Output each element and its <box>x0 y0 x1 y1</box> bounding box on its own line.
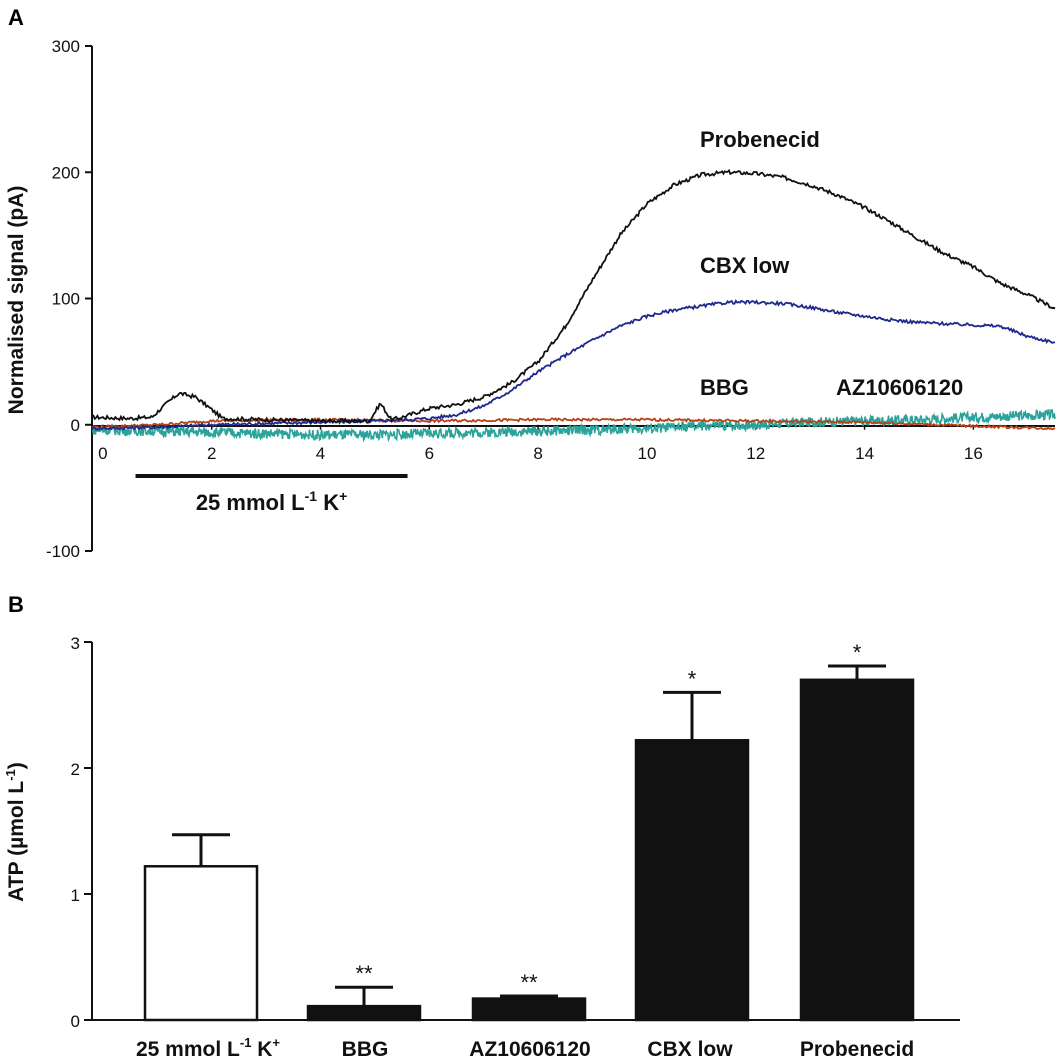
bar-probenecid <box>799 678 915 1022</box>
y-tick-label: 100 <box>52 290 80 309</box>
cat0-sup1: -1 <box>240 1035 252 1050</box>
category-label-cbx-low: CBX low <box>647 1038 733 1061</box>
series-label-probenecid: Probenecid <box>700 127 820 152</box>
x-tick-label: 0 <box>98 444 107 463</box>
category-label-az10606120: AZ10606120 <box>469 1038 590 1061</box>
x-tick-label: 12 <box>746 444 765 463</box>
significance-marker: * <box>853 640 862 665</box>
significance-marker: ** <box>520 970 538 995</box>
series-label-cbx-low: CBX low <box>700 253 790 278</box>
x-tick-label: 10 <box>637 444 656 463</box>
category-label-probenecid: Probenecid <box>800 1038 914 1061</box>
panel-b-y-ticks: 3 2 1 0 <box>71 634 92 1031</box>
bar-bbg <box>306 1004 422 1022</box>
y-tick-label: 1 <box>71 886 80 905</box>
x-tick-label: 6 <box>425 444 434 463</box>
trace-cbx-low <box>91 299 1056 431</box>
significance-marker: * <box>688 666 697 691</box>
y-tick-label: 3 <box>71 634 80 653</box>
panel-b-y-axis-label: ATP (µmol L-1) <box>3 762 28 902</box>
panel-b-y-label-sup: -1 <box>3 769 18 781</box>
panel-b-bars: ** **** <box>143 640 915 1022</box>
x-tick-label: 14 <box>855 444 874 463</box>
y-tick-label: 200 <box>52 163 80 182</box>
trace-bbg <box>91 416 1056 431</box>
stimulus-label-main: 25 mmol L <box>196 490 305 515</box>
bar-25-mmol-l-1-k <box>143 865 259 1022</box>
cat0-main: 25 mmol L <box>136 1038 240 1061</box>
y-tick-label: 2 <box>71 760 80 779</box>
stimulus-label-k: K <box>317 490 339 515</box>
x-tick-label: 2 <box>207 444 216 463</box>
x-tick-label: 16 <box>964 444 983 463</box>
series-label-bbg: BBG <box>700 375 749 400</box>
significance-marker: ** <box>355 961 373 986</box>
stimulus-label-sup1: -1 <box>305 488 318 504</box>
bar-cbx-low <box>634 739 750 1022</box>
panel-a: A Normalised signal (pA) 3002001000-100 … <box>5 5 1056 561</box>
trace-probenecid <box>91 168 1056 425</box>
stimulus-label: 25 mmol L-1 K+ <box>196 488 347 515</box>
cat0-sup2: + <box>272 1035 280 1050</box>
y-tick-label: 0 <box>71 416 80 435</box>
panel-a-y-ticks: 300 200 100 0 -100 <box>46 37 92 561</box>
panel-a-y-axis-label: Normalised signal (pA) <box>5 186 28 415</box>
panel-a-x-ticks: 0 2 4 6 8 10 12 14 16 <box>98 424 983 463</box>
x-tick-label: 4 <box>316 444 325 463</box>
y-tick-label: 0 <box>71 1012 80 1031</box>
stimulus-label-sup2: + <box>339 488 347 504</box>
panel-b-y-label-close: ) <box>5 762 28 769</box>
panel-b-y-label-main: ATP (µmol L <box>5 781 28 902</box>
x-tick-label: 8 <box>533 444 542 463</box>
panel-a-traces <box>91 168 1056 443</box>
cat0-k: K <box>251 1038 272 1061</box>
panel-b-letter: B <box>8 592 24 617</box>
series-label-az10606120: AZ10606120 <box>836 375 963 400</box>
y-tick-label: -100 <box>46 542 80 561</box>
bar-az10606120 <box>471 997 587 1022</box>
trace-az10606120 <box>91 408 1056 443</box>
category-label-bbg: BBG <box>342 1038 389 1061</box>
y-tick-label: 300 <box>52 37 80 56</box>
panel-a-letter: A <box>8 5 24 30</box>
category-label-25mmol: 25 mmol L-1 K+ <box>136 1035 280 1061</box>
